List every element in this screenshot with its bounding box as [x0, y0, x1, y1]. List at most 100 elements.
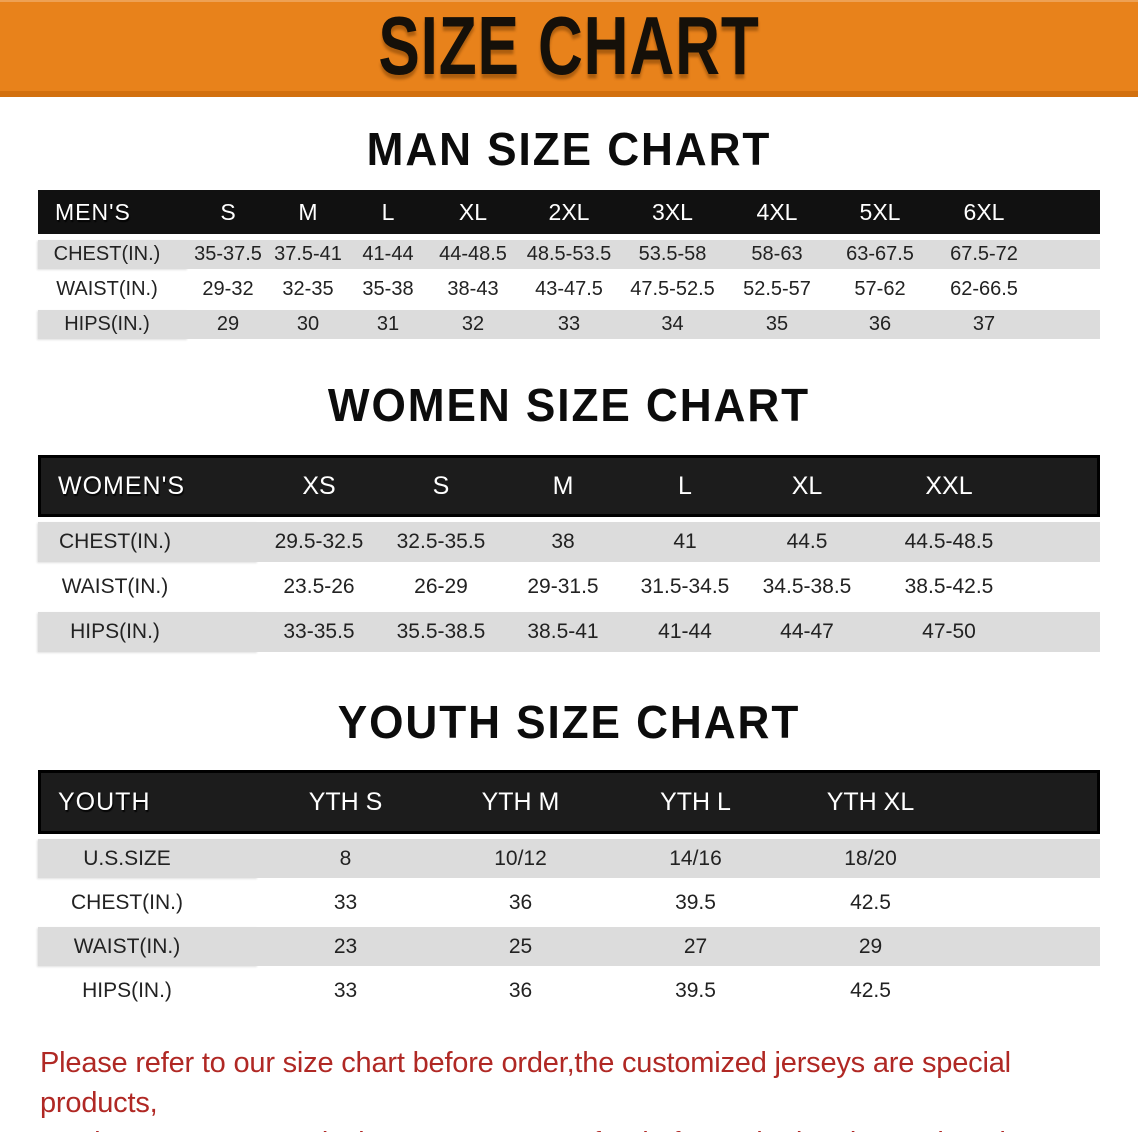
men-hips-row: HIPS(IN.) 29 30 31 32 33 34 35 36 37	[38, 310, 1100, 339]
size-value: 36	[829, 310, 931, 339]
size-value: 23.5-26	[283, 575, 355, 598]
size-value: 34.5-38.5	[762, 575, 852, 598]
size-value: 33	[333, 978, 358, 1002]
youth-chest-row: CHEST(IN.) 33 36 39.5 42.5	[38, 883, 1100, 922]
men-size-header: 5XL	[829, 190, 931, 234]
women-header-spacer	[1030, 455, 1100, 517]
row-spacer	[1037, 240, 1100, 269]
row-label: WAIST(IN.)	[61, 575, 169, 598]
order-disclaimer: Please refer to our size chart before or…	[0, 1043, 1138, 1132]
women-waist-row: WAIST(IN.) 23.5-26 26-29 29-31.5 31.5-34…	[38, 567, 1100, 607]
size-chart-banner: SIZE CHART	[0, 0, 1138, 97]
size-value: 33	[518, 310, 620, 339]
women-size-header: XXL	[868, 455, 1030, 517]
row-label: CHEST(IN.)	[38, 522, 258, 562]
size-value: 35-38	[362, 278, 414, 300]
women-size-header: L	[624, 455, 746, 517]
men-chest-row: CHEST(IN.) 35-37.5 37.5-41 41-44 44-48.5…	[38, 240, 1100, 269]
size-value: 30	[268, 310, 348, 339]
size-value: 26-29	[414, 575, 468, 598]
size-value: 43-47.5	[535, 278, 603, 300]
row-label: WAIST(IN.)	[38, 927, 258, 966]
row-label: HIPS(IN.)	[82, 978, 172, 1002]
youth-ussize-row: U.S.SIZE 8 10/12 14/16 18/20	[38, 839, 1100, 878]
men-size-header: S	[188, 190, 268, 234]
size-value: 29	[188, 310, 268, 339]
youth-section-heading: YOUTH SIZE CHART	[337, 696, 801, 748]
youth-waist-row: WAIST(IN.) 23 25 27 29	[38, 927, 1100, 966]
size-value: 44.5-48.5	[868, 522, 1030, 562]
size-value: 35-37.5	[188, 240, 268, 269]
size-value: 58-63	[725, 240, 829, 269]
size-value: 10/12	[433, 839, 608, 878]
size-value: 38	[502, 522, 624, 562]
size-value: 33-35.5	[258, 612, 380, 652]
size-value: 39.5	[675, 890, 716, 914]
size-value: 44-47	[746, 612, 868, 652]
women-size-header: M	[502, 455, 624, 517]
women-size-header: XL	[746, 455, 868, 517]
size-value: 48.5-53.5	[518, 240, 620, 269]
youth-size-header: YTH XL	[783, 770, 958, 834]
disclaimer-line-1: Please refer to our size chart before or…	[40, 1047, 1011, 1119]
men-header-row: MEN'S S M L XL 2XL 3XL 4XL 5XL 6XL	[38, 190, 1100, 234]
size-value: 29-31.5	[527, 575, 599, 598]
size-value: 27	[608, 927, 783, 966]
size-value: 36	[508, 890, 533, 914]
size-value: 38.5-41	[502, 612, 624, 652]
size-value: 8	[258, 839, 433, 878]
size-value: 36	[508, 978, 533, 1002]
size-value: 14/16	[608, 839, 783, 878]
size-value: 29	[783, 927, 958, 966]
row-spacer	[1037, 275, 1100, 304]
row-spacer	[1030, 522, 1100, 562]
size-value: 41	[624, 522, 746, 562]
size-value: 37.5-41	[268, 240, 348, 269]
row-label: CHEST(IN.)	[38, 240, 188, 269]
size-value: 35	[725, 310, 829, 339]
men-size-header: L	[348, 190, 428, 234]
row-spacer	[1030, 612, 1100, 652]
row-label: WAIST(IN.)	[56, 278, 158, 300]
men-size-header: 2XL	[518, 190, 620, 234]
size-value: 18/20	[783, 839, 958, 878]
men-size-header: 3XL	[620, 190, 725, 234]
size-value: 62-66.5	[950, 278, 1018, 300]
size-value: 42.5	[850, 890, 891, 914]
women-size-header: XS	[258, 455, 380, 517]
women-size-header: S	[380, 455, 502, 517]
size-value: 31	[348, 310, 428, 339]
youth-size-table: YOUTH YTH S YTH M YTH L YTH XL U.S.SIZE …	[38, 765, 1100, 1015]
men-size-header: M	[268, 190, 348, 234]
size-value: 44-48.5	[428, 240, 518, 269]
youth-size-header: YTH M	[433, 770, 608, 834]
youth-corner-label: YOUTH	[38, 770, 258, 834]
size-value: 44.5	[746, 522, 868, 562]
youth-size-header: YTH S	[258, 770, 433, 834]
row-spacer	[958, 883, 1100, 922]
row-label: HIPS(IN.)	[38, 612, 258, 652]
size-value: 35.5-38.5	[380, 612, 502, 652]
men-corner-label: MEN'S	[38, 190, 188, 234]
size-value: 33	[333, 890, 358, 914]
row-spacer	[958, 971, 1100, 1010]
row-label: U.S.SIZE	[38, 839, 258, 878]
men-header-spacer	[1037, 190, 1100, 234]
size-value: 42.5	[850, 978, 891, 1002]
size-value: 63-67.5	[829, 240, 931, 269]
size-value: 41-44	[348, 240, 428, 269]
page-title: SIZE CHART	[378, 0, 760, 92]
size-value: 29.5-32.5	[258, 522, 380, 562]
size-value: 32-35	[282, 278, 334, 300]
youth-size-header: YTH L	[608, 770, 783, 834]
size-value: 47.5-52.5	[630, 278, 715, 300]
women-section-heading: WOMEN SIZE CHART	[327, 379, 811, 431]
men-size-table: MEN'S S M L XL 2XL 3XL 4XL 5XL 6XL CHEST…	[38, 184, 1100, 345]
men-size-header: 6XL	[931, 190, 1037, 234]
size-value: 34	[620, 310, 725, 339]
row-spacer	[1030, 567, 1100, 607]
size-value: 38.5-42.5	[904, 575, 994, 598]
women-size-table: WOMEN'S XS S M L XL XXL CHEST(IN.) 29.5-…	[38, 450, 1100, 657]
disclaimer-line-2: we don't accept cancel, change, teturn o…	[40, 1123, 1102, 1132]
